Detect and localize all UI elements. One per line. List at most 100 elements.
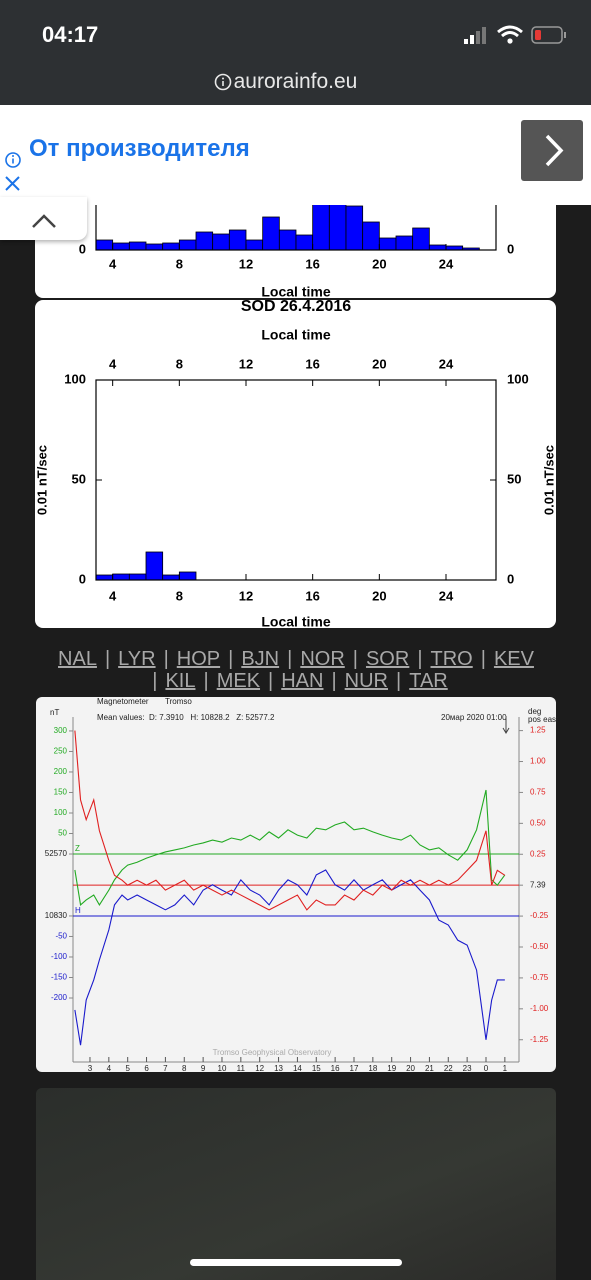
separator: | [203, 670, 209, 692]
station-link[interactable]: TAR [409, 670, 448, 692]
collapse-tab[interactable] [0, 197, 87, 240]
y-tick-label: 50 [72, 471, 86, 486]
status-icons [464, 25, 566, 44]
station-links: NAL | LYR | HOP | BJN | NOR | SOR | TRO | KEV | KIL | MEK |… [36, 648, 556, 692]
x-axis-label: Local time [261, 327, 330, 343]
station-name: Tromso [165, 697, 192, 706]
x-tick-label: 4 [109, 256, 117, 271]
station-link[interactable]: BJN [241, 648, 280, 670]
y-tick-label: 1.25 [530, 726, 546, 735]
subtitle: Mean values: D: 7.3910 H: 10828.2 Z: 525… [97, 713, 275, 722]
y2-axis-label: deg [528, 707, 541, 716]
station-link[interactable]: KEV [493, 648, 534, 670]
station-link[interactable]: SOR [365, 648, 410, 670]
separator: | [287, 648, 293, 670]
series-line [74, 789, 506, 906]
station-link[interactable]: TRO [430, 648, 473, 670]
ad-text[interactable]: От производителя [29, 135, 250, 162]
y-axis-label: nT [50, 708, 59, 717]
separator: | [268, 670, 274, 692]
info-icon [214, 73, 232, 91]
x-tick-label: 20 [406, 1064, 415, 1073]
bar [195, 231, 214, 251]
y-tick-label: -50 [55, 932, 67, 941]
y-tick-label: 7.39 [530, 880, 546, 889]
y-tick-label: 1.00 [530, 757, 546, 766]
histogram: 4 4 8 8 12 12 16 16 20 20 24 24 0 0 50 50 100 100 Local ti… [35, 298, 556, 630]
x-tick-label: 22 [444, 1064, 453, 1073]
y-tick-label: 0 [79, 241, 86, 256]
magnetometer-chart: 300250200150100505257010830-50-100-150-2… [45, 697, 559, 1073]
bar [345, 205, 364, 251]
y-tick-label: 100 [507, 371, 529, 386]
separator: | [417, 648, 423, 670]
bar [145, 243, 164, 251]
y-tick-label: 250 [54, 747, 68, 756]
y-tick-label: 300 [54, 726, 68, 735]
separator: | [396, 670, 402, 692]
separator: | [480, 648, 486, 670]
bar [95, 239, 114, 251]
series-label: Z [75, 844, 80, 853]
series-line [74, 730, 506, 911]
y-tick-label: -0.25 [530, 911, 549, 920]
home-indicator [190, 1259, 402, 1266]
x-tick-label: 1 [503, 1064, 508, 1073]
y-tick-label: 0 [507, 241, 514, 256]
series-label: H [75, 906, 81, 915]
y2-axis-sublabel: pos east [528, 715, 559, 724]
y-tick-label: 50 [58, 829, 67, 838]
x-tick-label: 8 [176, 356, 183, 371]
timestamp: 20мар 2020 01:00 [441, 713, 507, 722]
bar [278, 229, 297, 251]
bar [445, 245, 464, 251]
bar [112, 573, 130, 581]
y-tick-label: 0 [79, 571, 86, 586]
bar [162, 242, 180, 251]
y-tick-label: 0.75 [530, 788, 546, 797]
x-tick-label: 14 [293, 1064, 302, 1073]
bar [378, 237, 397, 251]
y-tick-label: 10830 [45, 911, 68, 920]
ad-banner[interactable] [0, 105, 591, 205]
y-tick-label: 52570 [45, 849, 68, 858]
x-tick-label: 20 [372, 256, 386, 271]
aurora-photo [36, 1088, 556, 1280]
x-tick-label: 24 [439, 588, 454, 603]
separator: | [104, 648, 111, 670]
station-link[interactable]: NOR [300, 648, 345, 670]
x-tick-label: 7 [163, 1064, 168, 1073]
x-tick-label: 17 [350, 1064, 359, 1073]
station-link[interactable]: LYR [118, 648, 156, 670]
bar [128, 573, 147, 581]
x-tick-label: 3 [88, 1064, 93, 1073]
y-tick-label: 0.25 [530, 849, 546, 858]
url[interactable]: aurorainfo.eu [233, 70, 358, 93]
series-line [74, 869, 505, 1046]
y-tick-label: 150 [54, 788, 68, 797]
chart-card [35, 300, 556, 628]
chart-title: SOD 26.4.2016 [241, 298, 351, 315]
bar [362, 221, 380, 251]
x-tick-label: 4 [109, 588, 117, 603]
ad-button[interactable] [521, 120, 583, 181]
y-tick-label: 50 [507, 471, 521, 486]
x-axis-label: Local time [261, 284, 330, 300]
x-tick-label: 6 [144, 1064, 149, 1073]
y-tick-label: -100 [51, 952, 68, 961]
station-link[interactable]: HOP [176, 648, 221, 670]
bar [262, 216, 280, 251]
station-link[interactable]: MEK [216, 670, 261, 692]
y-tick-label: 100 [54, 808, 68, 817]
histogram: 4 8 12 16 20 24 0 0 Local time [79, 150, 514, 300]
station-link[interactable]: HAN [281, 670, 324, 692]
x-axis-label: Local time [261, 614, 330, 630]
station-link[interactable]: KIL [165, 670, 196, 692]
station-link[interactable]: NUR [344, 670, 389, 692]
x-tick-label: 16 [305, 588, 319, 603]
x-tick-label: 23 [463, 1064, 472, 1073]
x-tick-label: 8 [176, 588, 183, 603]
station-link[interactable]: NAL [58, 648, 97, 670]
bar [178, 239, 197, 251]
x-tick-label: 16 [305, 356, 319, 371]
